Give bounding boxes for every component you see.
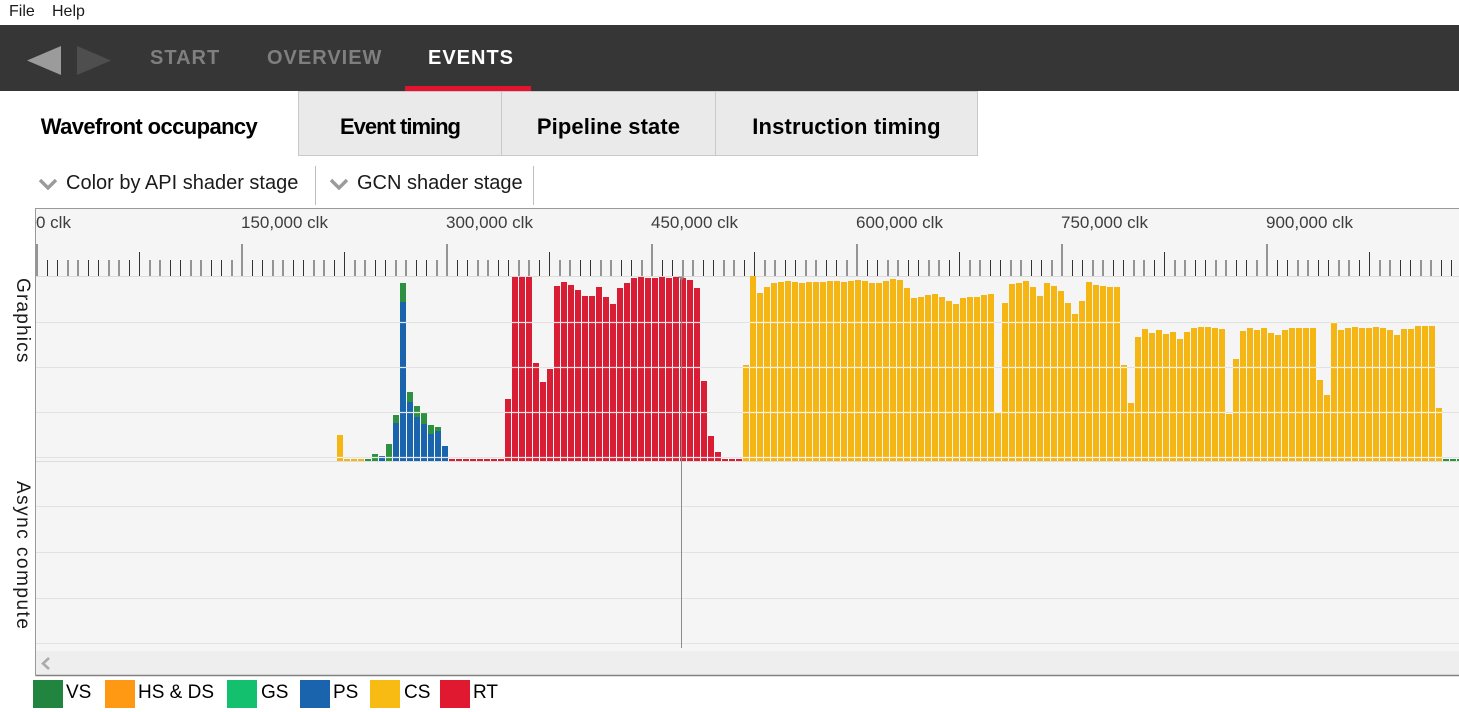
svg-text:900,000 clk: 900,000 clk xyxy=(1266,213,1353,232)
svg-text:150,000 clk: 150,000 clk xyxy=(241,213,328,232)
svg-text:Graphics: Graphics xyxy=(12,278,33,364)
svg-text:0 clk: 0 clk xyxy=(36,213,71,232)
svg-text:450,000 clk: 450,000 clk xyxy=(651,213,738,232)
svg-text:300,000 clk: 300,000 clk xyxy=(446,213,533,232)
svg-text:600,000 clk: 600,000 clk xyxy=(856,213,943,232)
svg-text:Async compute: Async compute xyxy=(12,481,33,630)
svg-text:750,000 clk: 750,000 clk xyxy=(1061,213,1148,232)
